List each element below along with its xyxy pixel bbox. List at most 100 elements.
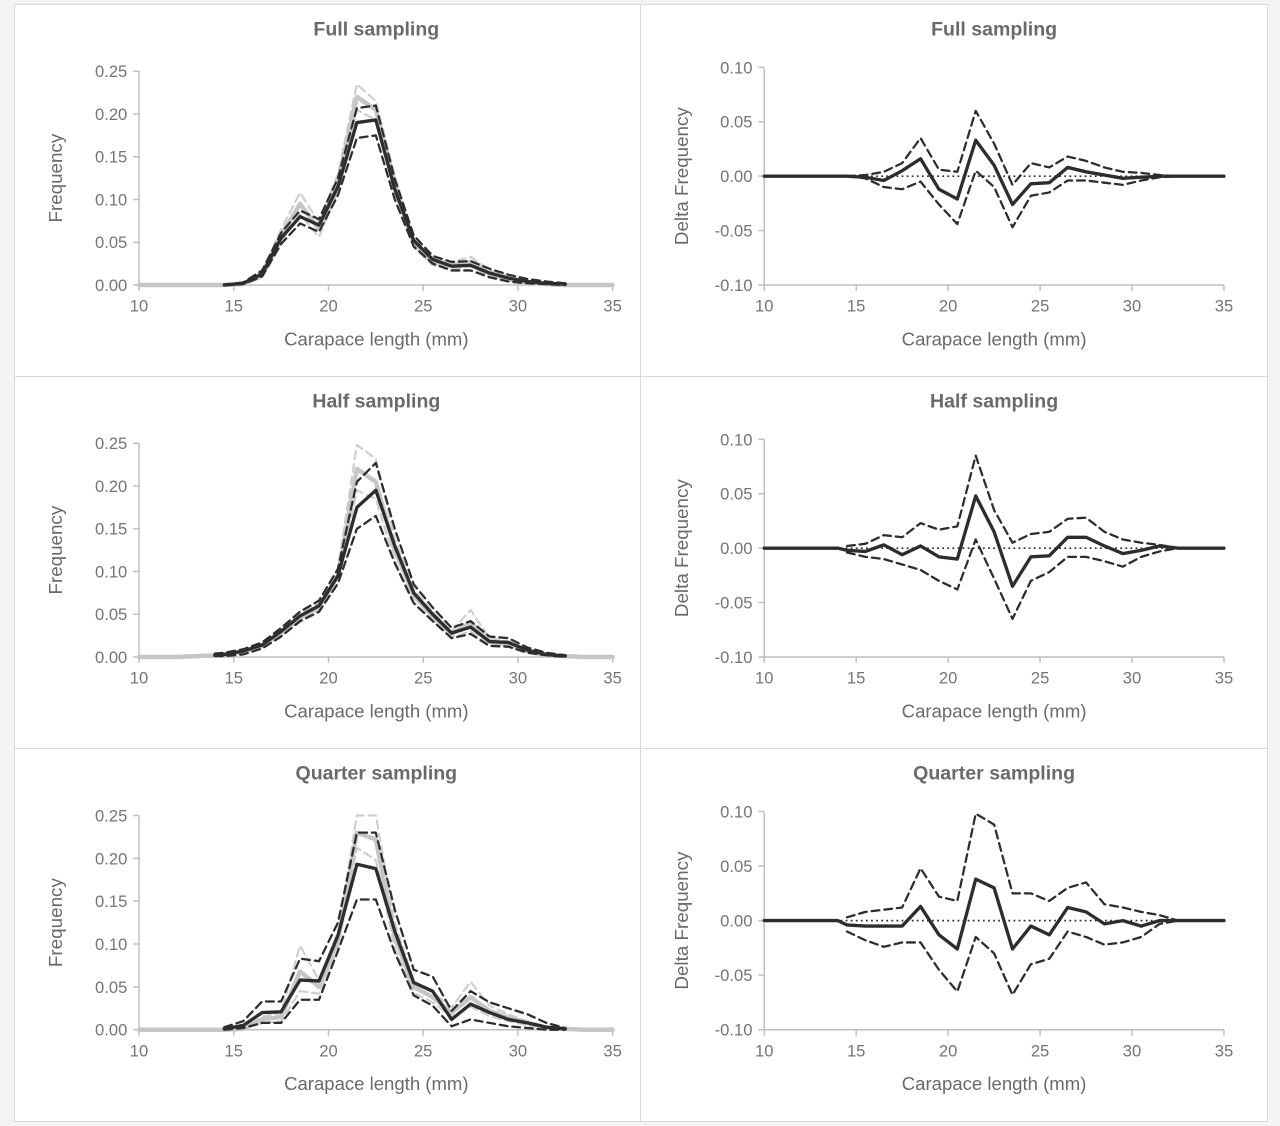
axis-lines — [758, 438, 1225, 663]
y-tick-label: -0.05 — [715, 593, 753, 612]
x-tick-label: 30 — [1123, 1041, 1141, 1060]
x-tick-label: 15 — [847, 297, 866, 316]
panel-title: Half sampling — [930, 391, 1058, 413]
y-tick-label: 0.00 — [720, 539, 752, 558]
series-delta-mean-line — [762, 138, 1226, 207]
y-tick-label: 0.05 — [95, 978, 127, 997]
y-tick-label: 0.20 — [95, 477, 127, 496]
series-resampled-upper-bound-line — [223, 831, 567, 1030]
axis-lines — [758, 810, 1225, 1036]
x-tick-label: 35 — [1215, 1041, 1233, 1060]
x-tick-label: 25 — [414, 669, 432, 688]
panel-quarter-delta: Quarter sampling Delta Frequency Carapace … — [641, 749, 1267, 1121]
x-tick-label: 20 — [319, 669, 337, 688]
x-tick-label: 20 — [939, 669, 958, 688]
y-tick-label: -0.10 — [715, 648, 753, 667]
axis-lines — [133, 814, 614, 1036]
x-tick-label: 25 — [414, 297, 432, 316]
y-axis-title: Frequency — [45, 505, 66, 594]
x-tick-label: 20 — [939, 1041, 957, 1060]
panel-title: Full sampling — [931, 19, 1057, 41]
x-tick-label: 10 — [130, 669, 148, 688]
x-tick-label: 10 — [130, 1041, 148, 1060]
series-delta-upper-bound-line — [845, 109, 1180, 186]
x-tick-label: 30 — [1123, 669, 1142, 688]
x-tick-label: 15 — [225, 1041, 243, 1060]
y-tick-label: 0.25 — [95, 62, 127, 81]
x-tick-label: 15 — [847, 1041, 865, 1060]
y-tick-label: 0.00 — [95, 648, 127, 667]
x-axis-title: Carapace length (mm) — [902, 1073, 1087, 1094]
series-delta-mean-line — [762, 494, 1226, 588]
series-resampled-lower-bound-line — [213, 514, 567, 659]
x-tick-label: 25 — [1031, 669, 1050, 688]
y-tick-label: 0.05 — [720, 113, 752, 132]
x-axis-title: Carapace length (mm) — [284, 700, 468, 721]
series-delta-lower-bound-line — [845, 538, 1180, 621]
series-delta-lower-bound-line — [845, 169, 1180, 229]
panel-title: Quarter sampling — [913, 763, 1075, 785]
x-tick-label: 20 — [939, 297, 958, 316]
x-tick-label: 15 — [225, 297, 243, 316]
y-tick-label: -0.05 — [715, 966, 753, 985]
y-tick-label: 0.15 — [95, 520, 127, 539]
series-resampled-lower-bound-line — [223, 898, 567, 1031]
x-tick-label: 30 — [509, 297, 527, 316]
y-tick-label: 0.05 — [95, 233, 127, 252]
panel-full-delta: Full sampling Delta Frequency Carapace len… — [641, 5, 1267, 377]
y-tick-label: 0.15 — [95, 892, 127, 911]
x-tick-label: 25 — [1031, 1041, 1049, 1060]
chart-half-frequency: Half sampling Frequency Carapace length (m… — [45, 391, 622, 722]
series-original-upper-bound-line — [137, 443, 614, 659]
series-delta-upper-bound-line — [845, 812, 1180, 922]
y-axis-title: Delta Frequency — [671, 479, 692, 618]
panel-half-frequency: Half sampling Frequency Carapace length (m… — [15, 377, 641, 749]
y-tick-label: -0.10 — [715, 276, 753, 295]
x-tick-label: 15 — [847, 669, 866, 688]
panel-title: Quarter sampling — [296, 763, 458, 785]
x-tick-label: 30 — [509, 669, 527, 688]
x-tick-label: 25 — [1031, 297, 1050, 316]
x-axis-title: Carapace length (mm) — [902, 328, 1087, 349]
series-original-lower-bound-line — [137, 846, 614, 1031]
y-axis-title: Frequency — [45, 133, 66, 222]
x-tick-label: 35 — [603, 1041, 621, 1060]
series-resampled-upper-bound-line — [213, 461, 567, 657]
panel-full-frequency: Full sampling Frequency Carapace length (m… — [15, 5, 641, 377]
series-resampled-upper-bound-line — [223, 104, 567, 287]
y-tick-label: 0.10 — [95, 562, 127, 581]
y-tick-label: 0.20 — [95, 105, 127, 124]
y-axis-title: Frequency — [45, 877, 66, 967]
panel-quarter-frequency: Quarter sampling Frequency Carapace length… — [15, 749, 641, 1121]
chart-grid: Full sampling Frequency Carapace length (m… — [14, 4, 1268, 1122]
y-tick-label: 0.00 — [720, 911, 752, 930]
x-tick-label: 35 — [603, 669, 621, 688]
y-axis-title: Delta Frequency — [671, 851, 692, 990]
x-axis-title: Carapace length (mm) — [284, 1073, 468, 1094]
y-tick-label: 0.05 — [720, 485, 752, 504]
panel-title: Full sampling — [313, 19, 439, 41]
x-tick-label: 15 — [225, 669, 243, 688]
chart-quarter-delta: Quarter sampling Delta Frequency Carapace … — [671, 763, 1233, 1095]
axis-lines — [133, 442, 614, 663]
x-tick-label: 10 — [755, 297, 774, 316]
y-tick-label: -0.05 — [715, 221, 753, 240]
y-tick-label: 0.10 — [720, 802, 752, 821]
y-tick-label: 0.00 — [95, 276, 127, 295]
series-delta-lower-bound-line — [845, 919, 1180, 996]
x-tick-label: 35 — [603, 297, 621, 316]
series-resampled-mean-line — [213, 488, 567, 658]
y-tick-label: 0.25 — [95, 434, 127, 453]
chart-half-delta: Half sampling Delta Frequency Carapace len… — [671, 391, 1234, 722]
x-axis-title: Carapace length (mm) — [284, 328, 468, 349]
x-tick-label: 35 — [1215, 669, 1234, 688]
x-tick-label: 10 — [130, 297, 148, 316]
series-resampled-lower-bound-line — [223, 134, 567, 287]
y-tick-label: 0.00 — [720, 167, 752, 186]
y-tick-label: 0.10 — [95, 190, 127, 209]
axis-lines — [133, 70, 614, 291]
axis-lines — [758, 66, 1225, 291]
y-tick-label: 0.25 — [95, 806, 127, 825]
x-axis-title: Carapace length (mm) — [902, 700, 1087, 721]
